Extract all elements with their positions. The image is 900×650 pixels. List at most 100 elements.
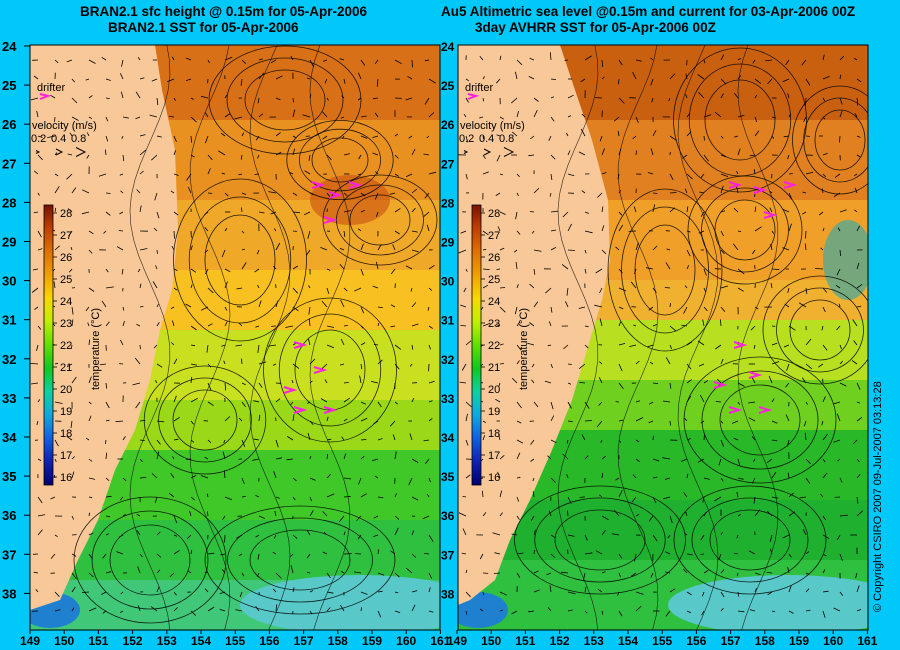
lon-tick-label-right: 159 — [789, 634, 809, 648]
colorbar-tick-label: 22 — [488, 340, 500, 352]
lat-tick-label-left: 38 — [2, 586, 16, 601]
drifter-track — [758, 406, 773, 414]
drifter-track — [348, 181, 363, 189]
velocity-legend-value: 0.2 — [31, 133, 46, 145]
velocity-legend-value: 0.2 — [459, 133, 474, 145]
lat-tick-label-right: 30 — [441, 275, 455, 289]
right-map-panel: drifter velocity (m/s)0.2 0.4 0.8 28 27 26 25 24… — [457, 44, 869, 631]
lat-tick-label-left: 28 — [2, 195, 16, 210]
lat-tick-label-right: 34 — [441, 431, 455, 445]
drifter-track — [713, 381, 728, 389]
colorbar-tick-label: 20 — [488, 384, 500, 396]
colorbar-tick-label: 19 — [488, 406, 500, 418]
drifter-track — [323, 406, 338, 414]
lat-tick-label-left: 36 — [2, 508, 16, 523]
lat-tick-label-right: 26 — [441, 118, 455, 132]
colorbar-tick-label: 22 — [60, 340, 72, 352]
colorbar-tick-label: 24 — [488, 296, 500, 308]
land-mass — [458, 45, 610, 605]
drifter-track — [733, 341, 748, 349]
colorbar-tick-label: 20 — [60, 384, 72, 396]
colorbar-tick-label: 27 — [488, 230, 500, 242]
lat-tick-label-left: 30 — [2, 274, 16, 289]
colorbar-tick-label: 28 — [488, 208, 500, 220]
colorbar-tick-label: 21 — [488, 362, 500, 374]
velocity-legend-label: velocity (m/s) — [32, 120, 97, 132]
lat-tick-label-left: 26 — [2, 117, 16, 132]
drifter-track — [753, 186, 768, 194]
lat-tick-label-right: 28 — [441, 196, 455, 210]
drifter-track — [783, 181, 798, 189]
lon-tick-label-left: 150 — [54, 634, 74, 648]
velocity-legend-label: velocity (m/s) — [460, 120, 525, 132]
lon-tick-label-left: 156 — [259, 634, 279, 648]
colorbar — [471, 204, 482, 486]
right-title-line1: Au5 Altimetric sea level @0.15m and curr… — [441, 4, 856, 19]
velocity-legend-value: 0.4 — [479, 133, 494, 145]
drifter-track — [283, 386, 298, 394]
lon-tick-label-right: 151 — [515, 634, 535, 648]
drifter-track — [293, 406, 308, 414]
lon-tick-label-right: 156 — [686, 634, 706, 648]
lat-tick-label-left: 25 — [2, 78, 16, 93]
lon-tick-label-left: 158 — [328, 634, 348, 648]
colorbar-tick-label: 28 — [60, 208, 72, 220]
drifter-track — [293, 341, 308, 349]
lat-tick-label-left: 34 — [2, 430, 17, 445]
lon-tick-label-left: 160 — [396, 634, 416, 648]
lon-tick-label-right: 149 — [447, 634, 467, 648]
lat-tick-label-right: 27 — [441, 157, 455, 171]
drifter-track — [728, 406, 743, 414]
lat-tick-label-right: 37 — [441, 548, 455, 562]
lat-tick-label-left: 32 — [2, 352, 16, 367]
left-title-line2: BRAN2.1 SST for 05-Apr-2006 — [108, 20, 299, 35]
lon-tick-label-right: 155 — [652, 634, 672, 648]
left-map-panel: drifter velocity (m/s)0.2 0.4 0.8 28 27 26 25 24… — [29, 44, 441, 631]
lat-tick-label-left: 33 — [2, 391, 16, 406]
lon-tick-label-right: 157 — [721, 634, 741, 648]
right-title-line2: 3day AVHRR SST for 05-Apr-2006 00Z — [475, 20, 716, 35]
velocity-legend-value: 0.4 — [51, 133, 66, 145]
drifter-track — [313, 366, 328, 374]
colorbar-tick-label: 18 — [488, 428, 500, 440]
lat-tick-label-right: 32 — [441, 353, 455, 367]
lon-tick-label-right: 158 — [755, 634, 775, 648]
colorbar-label: temperature (°C) — [518, 308, 530, 390]
lon-tick-label-right: 150 — [481, 634, 501, 648]
lat-tick-label-right: 31 — [441, 314, 455, 328]
drifter-track — [728, 181, 743, 189]
drifter-track — [323, 216, 338, 224]
colorbar-tick-label: 17 — [60, 450, 72, 462]
lon-tick-label-right: 154 — [618, 634, 638, 648]
copyright-text: © Copyright CSIRO 2007 09-Jul-2007 03:13… — [872, 381, 884, 612]
lon-tick-label-right: 161 — [857, 634, 877, 648]
lat-tick-label-right: 35 — [441, 470, 455, 484]
lat-tick-label-left: 37 — [2, 547, 16, 562]
colorbar-tick-label: 26 — [488, 252, 500, 264]
lon-tick-label-right: 152 — [550, 634, 570, 648]
current-vectors — [30, 55, 437, 618]
drifter-track — [748, 371, 763, 379]
lon-tick-label-left: 152 — [123, 634, 143, 648]
colorbar — [43, 204, 54, 486]
lat-tick-label-left: 35 — [2, 469, 16, 484]
lat-tick-label-left: 29 — [2, 235, 16, 250]
colorbar-tick-label: 26 — [60, 252, 72, 264]
lon-tick-label-left: 151 — [88, 634, 108, 648]
drifter-track — [763, 211, 778, 219]
colorbar-tick-label: 21 — [60, 362, 72, 374]
lat-tick-label-right: 25 — [441, 79, 455, 93]
lon-tick-label-right: 160 — [823, 634, 843, 648]
lat-tick-label-right: 38 — [441, 587, 455, 601]
colorbar-tick-label: 25 — [488, 274, 500, 286]
land-mass — [30, 45, 178, 610]
lon-tick-label-left: 157 — [294, 634, 314, 648]
colorbar-tick-label: 24 — [60, 296, 72, 308]
drifter-legend-label: drifter — [37, 82, 65, 94]
lat-tick-label-right: 29 — [441, 236, 455, 250]
colorbar-tick-label: 25 — [60, 274, 72, 286]
drifter-track — [311, 181, 326, 189]
lat-tick-label-left: 27 — [2, 156, 16, 171]
lon-tick-label-left: 153 — [157, 634, 177, 648]
